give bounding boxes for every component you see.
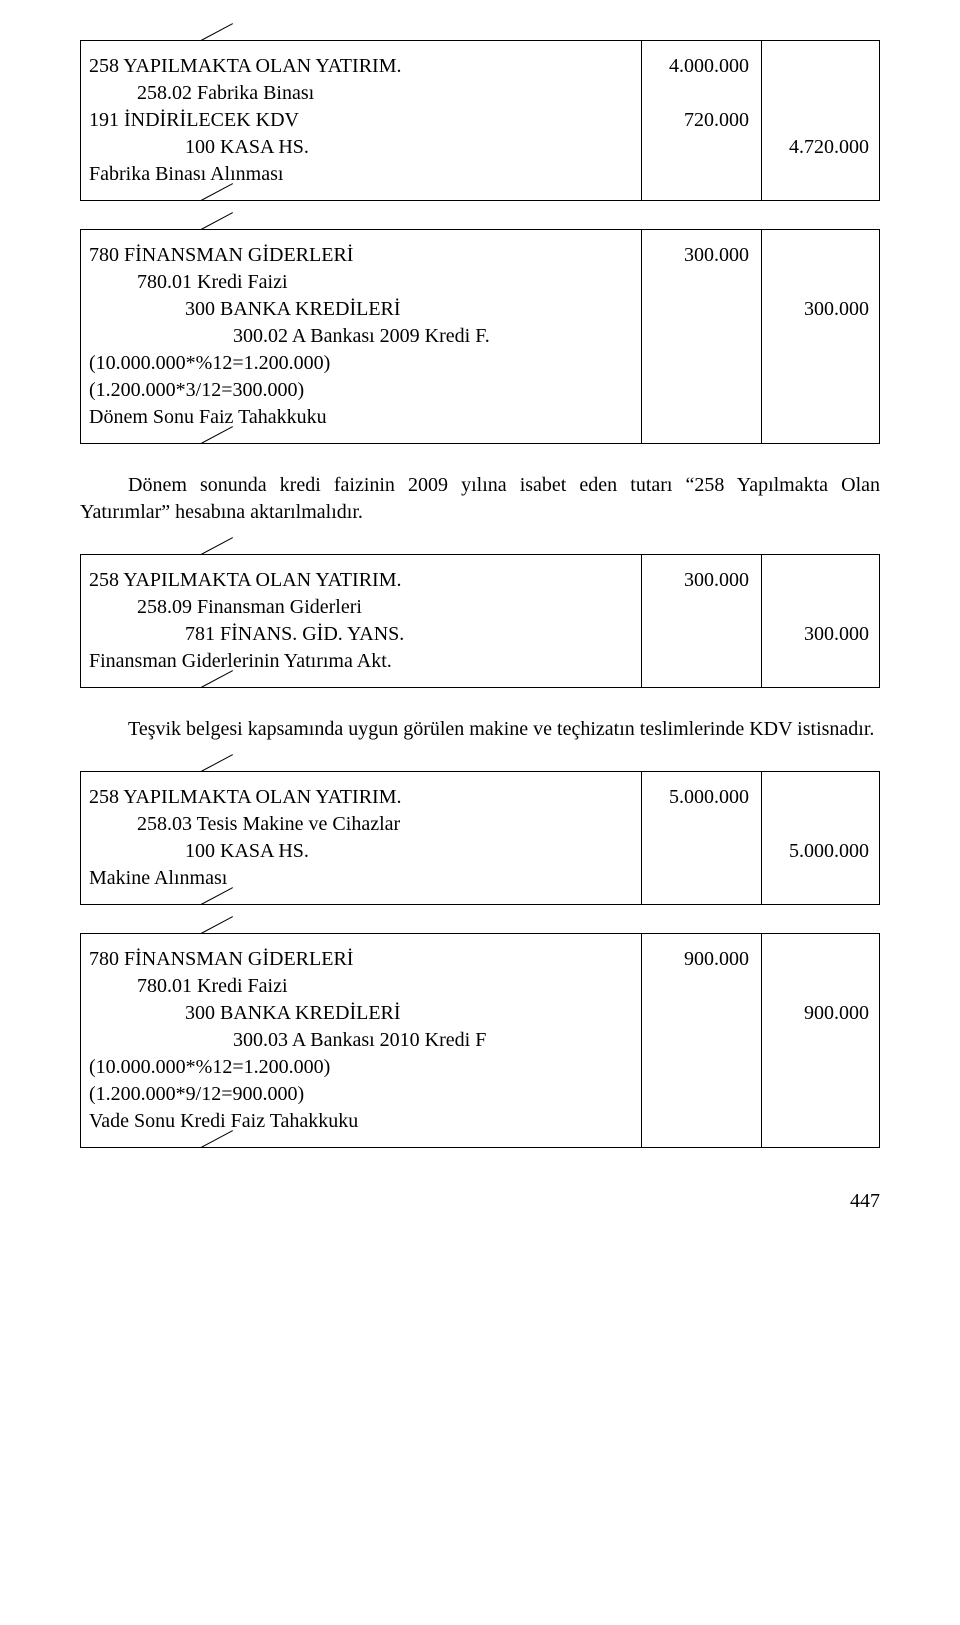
journal-entry-content: 780 FİNANSMAN GİDERLERİ 300.000 780.01 Kre… <box>89 242 871 431</box>
account-label: 258.09 Finansman Giderleri <box>89 594 362 621</box>
account-label: 780.01 Kredi Faizi <box>89 269 288 296</box>
debit-amount: 4.000.000 <box>649 53 759 80</box>
journal-line: 780.01 Kredi Faizi <box>89 973 871 1000</box>
account-label: 781 FİNANS. GİD. YANS. <box>89 621 404 648</box>
account-label: 100 KASA HS. <box>89 838 309 865</box>
journal-line: (1.200.000*9/12=900.000) <box>89 1081 871 1108</box>
credit-amount: 5.000.000 <box>769 838 879 865</box>
account-label: 300.02 A Bankası 2009 Kredi F. <box>89 323 490 350</box>
journal-line: 300.03 A Bankası 2010 Kredi F <box>89 1027 871 1054</box>
account-label: Makine Alınması <box>89 865 227 892</box>
account-label: Dönem Sonu Faiz Tahakkuku <box>89 404 327 431</box>
account-label: 780 FİNANSMAN GİDERLERİ <box>89 946 353 973</box>
journal-line: 780 FİNANSMAN GİDERLERİ 900.000 <box>89 946 871 973</box>
account-label: 191 İNDİRİLECEK KDV <box>89 107 299 134</box>
account-label: 300.03 A Bankası 2010 Kredi F <box>89 1027 486 1054</box>
account-label: (10.000.000*%12=1.200.000) <box>89 350 330 377</box>
account-label: Finansman Giderlerinin Yatırıma Akt. <box>89 648 392 675</box>
debit-amount: 300.000 <box>649 242 759 269</box>
journal-line: 100 KASA HS.5.000.000 <box>89 838 871 865</box>
journal-line: Finansman Giderlerinin Yatırıma Akt. <box>89 648 871 675</box>
journal-entry-content: 258 YAPILMAKTA OLAN YATIRIM. 300.000 258.0… <box>89 567 871 675</box>
journal-line: Dönem Sonu Faiz Tahakkuku <box>89 404 871 431</box>
journal-line: 258 YAPILMAKTA OLAN YATIRIM. 4.000.000 <box>89 53 871 80</box>
credit-amount: 300.000 <box>769 621 879 648</box>
account-label: 300 BANKA KREDİLERİ <box>89 1000 401 1027</box>
journal-entry-content: 258 YAPILMAKTA OLAN YATIRIM.4.000.000258… <box>89 53 871 188</box>
account-label: (10.000.000*%12=1.200.000) <box>89 1054 330 1081</box>
journal-line: 780.01 Kredi Faizi <box>89 269 871 296</box>
journal-line: Makine Alınması <box>89 865 871 892</box>
journal-line: 100 KASA HS.4.720.000 <box>89 134 871 161</box>
account-label: 780.01 Kredi Faizi <box>89 973 288 1000</box>
account-label: Fabrika Binası Alınması <box>89 161 283 188</box>
account-label: 780 FİNANSMAN GİDERLERİ <box>89 242 353 269</box>
journal-line: (10.000.000*%12=1.200.000) <box>89 350 871 377</box>
journal-line: 300.02 A Bankası 2009 Kredi F. <box>89 323 871 350</box>
journal-line: Vade Sonu Kredi Faiz Tahakkuku <box>89 1108 871 1135</box>
credit-amount: 900.000 <box>769 1000 879 1027</box>
account-label: 258.02 Fabrika Binası <box>89 80 314 107</box>
account-label: 258.03 Tesis Makine ve Cihazlar <box>89 811 400 838</box>
account-label: 258 YAPILMAKTA OLAN YATIRIM. <box>89 567 401 594</box>
debit-amount: 5.000.000 <box>649 784 759 811</box>
debit-amount: 720.000 <box>649 107 759 134</box>
journal-line: 258.02 Fabrika Binası <box>89 80 871 107</box>
journal-line: (10.000.000*%12=1.200.000) <box>89 1054 871 1081</box>
debit-amount: 900.000 <box>649 946 759 973</box>
account-label: 258 YAPILMAKTA OLAN YATIRIM. <box>89 53 401 80</box>
journal-line: Fabrika Binası Alınması <box>89 161 871 188</box>
paragraph-1: Dönem sonunda kredi faizinin 2009 yılına… <box>80 472 880 526</box>
journal-line: 781 FİNANS. GİD. YANS.300.000 <box>89 621 871 648</box>
paragraph-2: Teşvik belgesi kapsamında uygun görülen … <box>80 716 880 743</box>
account-label: 300 BANKA KREDİLERİ <box>89 296 401 323</box>
journal-entry-content: 780 FİNANSMAN GİDERLERİ 900.000 780.01 Kre… <box>89 946 871 1135</box>
page-number: 447 <box>80 1188 880 1215</box>
debit-amount: 300.000 <box>649 567 759 594</box>
journal-entry: 258 YAPILMAKTA OLAN YATIRIM.5.000.000258… <box>80 771 880 905</box>
journal-line: 258.09 Finansman Giderleri <box>89 594 871 621</box>
journal-line: (1.200.000*3/12=300.000) <box>89 377 871 404</box>
journal-line: 191 İNDİRİLECEK KDV 720.000 <box>89 107 871 134</box>
credit-amount: 4.720.000 <box>769 134 879 161</box>
journal-line: 780 FİNANSMAN GİDERLERİ 300.000 <box>89 242 871 269</box>
journal-line: 300 BANKA KREDİLERİ900.000 <box>89 1000 871 1027</box>
credit-amount: 300.000 <box>769 296 879 323</box>
journal-entry: 258 YAPILMAKTA OLAN YATIRIM.4.000.000258… <box>80 40 880 201</box>
journal-entry: 780 FİNANSMAN GİDERLERİ 300.000 780.01 Kre… <box>80 229 880 444</box>
account-label: 100 KASA HS. <box>89 134 309 161</box>
journal-line: 258 YAPILMAKTA OLAN YATIRIM. 5.000.000 <box>89 784 871 811</box>
account-label: 258 YAPILMAKTA OLAN YATIRIM. <box>89 784 401 811</box>
journal-entry: 258 YAPILMAKTA OLAN YATIRIM. 300.000 258.0… <box>80 554 880 688</box>
journal-line: 258 YAPILMAKTA OLAN YATIRIM. 300.000 <box>89 567 871 594</box>
journal-line: 300 BANKA KREDİLERİ300.000 <box>89 296 871 323</box>
journal-line: 258.03 Tesis Makine ve Cihazlar <box>89 811 871 838</box>
account-label: (1.200.000*3/12=300.000) <box>89 377 304 404</box>
account-label: (1.200.000*9/12=900.000) <box>89 1081 304 1108</box>
journal-entry: 780 FİNANSMAN GİDERLERİ 900.000 780.01 Kre… <box>80 933 880 1148</box>
account-label: Vade Sonu Kredi Faiz Tahakkuku <box>89 1108 358 1135</box>
journal-entry-content: 258 YAPILMAKTA OLAN YATIRIM.5.000.000258… <box>89 784 871 892</box>
